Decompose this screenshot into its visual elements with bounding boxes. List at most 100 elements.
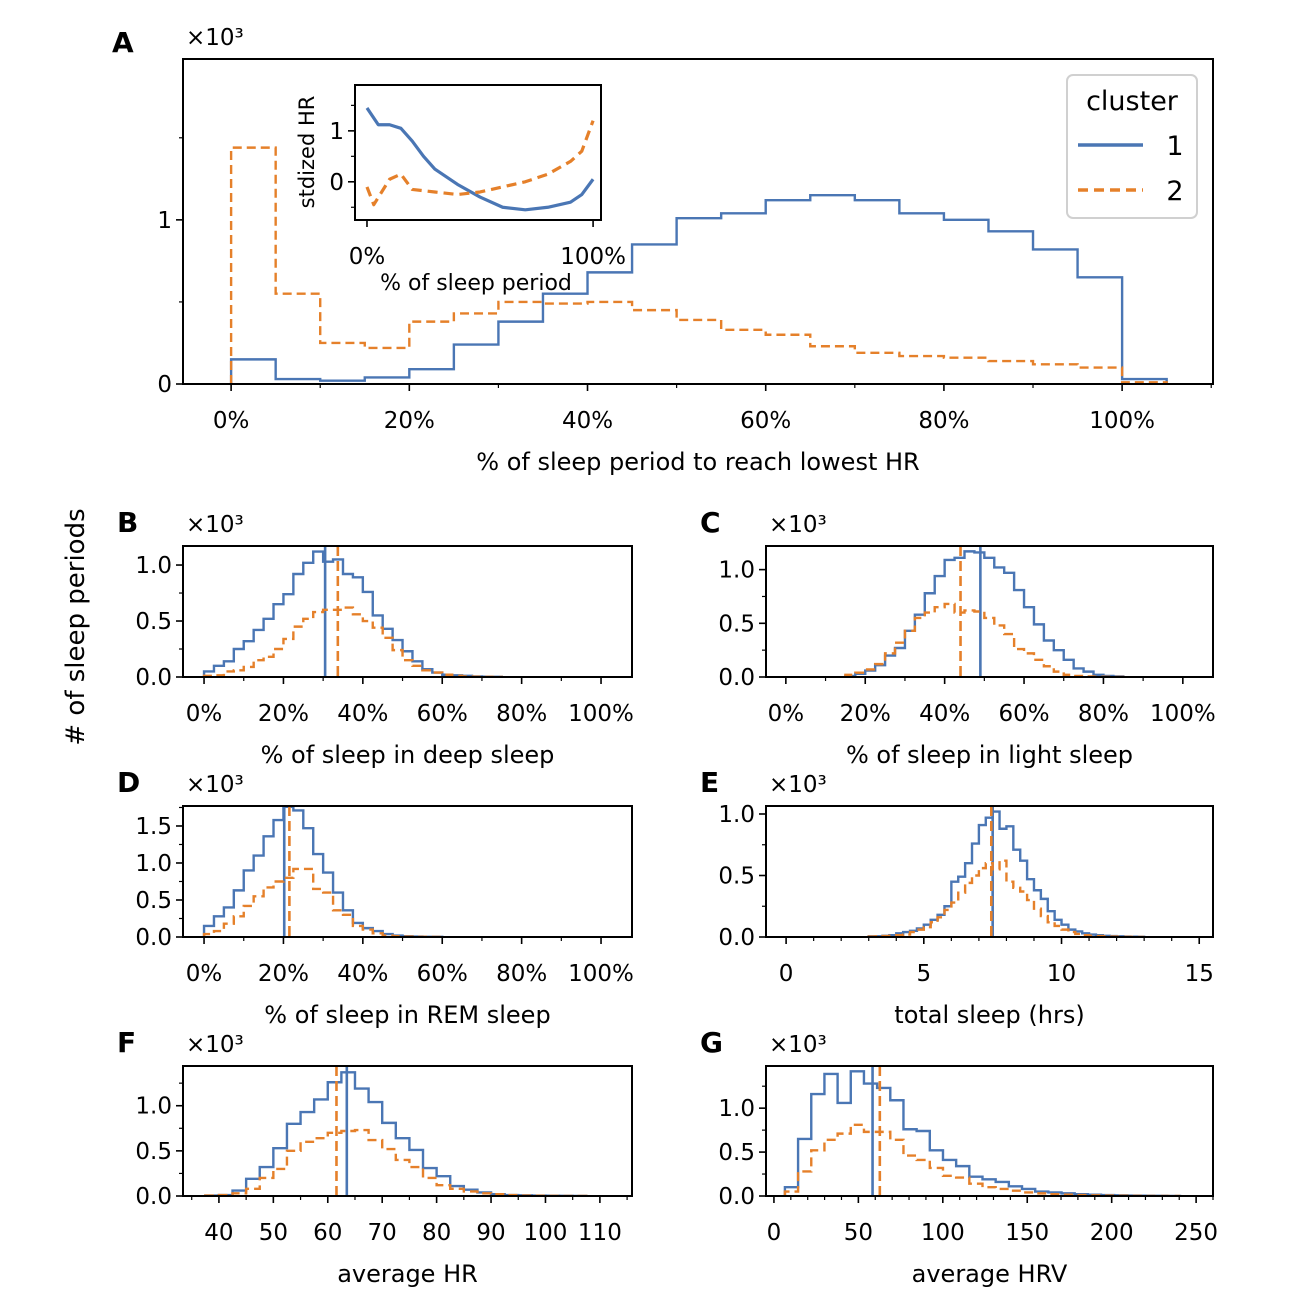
- legend-title: cluster: [1086, 86, 1179, 117]
- shared-y-axis-label: # of sleep periods: [61, 508, 91, 745]
- plot-area: [183, 806, 632, 937]
- y-tick-label: 1.5: [135, 814, 172, 840]
- x-axis-label: % of sleep in deep sleep: [261, 741, 555, 769]
- axes-frame: [765, 1065, 1214, 1197]
- y-scale-multiplier: ×10³: [769, 772, 827, 798]
- x-tick-label: 80: [422, 1220, 451, 1246]
- x-tick-label: 0: [767, 1220, 782, 1246]
- y-tick-label: 0.5: [135, 609, 172, 635]
- panel-a: 0% 20% 40% 60% 80% 100%01A ×10³% of sleep peri…: [112, 25, 1214, 476]
- panel-letter: D: [117, 766, 140, 799]
- x-tick-label: 20%: [258, 961, 309, 987]
- x-tick-label: 40%: [337, 961, 388, 987]
- x-tick-label: 20%: [258, 701, 309, 727]
- inset-x-axis-label: % of sleep period: [380, 271, 572, 296]
- plot-area: [183, 1066, 632, 1196]
- histogram-cluster-2: [204, 1128, 588, 1196]
- x-tick-label: 5: [916, 961, 931, 987]
- y-tick-label: 1.0: [718, 802, 755, 828]
- inset-plot: 0% 100% 0 1 % of sleep period stdized HR: [295, 84, 626, 296]
- y-scale-multiplier: ×10³: [769, 1032, 827, 1058]
- x-tick-label: 60%: [998, 701, 1049, 727]
- y-tick-label: 0.0: [718, 1184, 755, 1210]
- panel-b: 0% 20% 40% 60% 80% 100% 0.0 0.5 1.0 B ×10³ % of sle…: [117, 506, 634, 769]
- x-tick-label: 80%: [496, 961, 547, 987]
- panel-e: 0 5 10 15 0.0 0.5 1.0 E ×10³ total sleep (hrs): [700, 766, 1214, 1029]
- panel-f: 40 50 60 70 80 90 100 110 0.0 0.5 1.0 F ×10³ average …: [117, 1026, 633, 1288]
- legend-label: 2: [1166, 176, 1183, 207]
- histogram-cluster-2: [867, 859, 1145, 937]
- axes-frame: [182, 1065, 633, 1197]
- x-axis-label: total sleep (hrs): [894, 1001, 1084, 1029]
- x-tick-label: 15: [1185, 961, 1214, 987]
- x-tick-label: 110: [578, 1220, 622, 1246]
- panels: 0% 20% 40% 60% 80% 100%01A ×10³% of sleep peri…: [112, 25, 1218, 1288]
- x-tick-label: 80%: [496, 701, 547, 727]
- histogram-cluster-1: [844, 550, 1125, 677]
- x-tick-label: 100%: [568, 701, 634, 727]
- axes-frame: [765, 805, 1214, 938]
- axes-frame: [765, 545, 1214, 678]
- x-tick-label: 0%: [186, 961, 223, 987]
- x-tick-label: 40%: [562, 408, 613, 434]
- inset-line-cluster-1: [365, 107, 595, 212]
- x-tick-label: 10: [1047, 961, 1076, 987]
- y-tick-label: 1: [157, 208, 172, 234]
- x-tick-label: 90: [476, 1220, 505, 1246]
- inset-frame: [354, 84, 602, 221]
- y-tick-label: 0: [329, 170, 344, 196]
- x-tick-label: 100%: [1089, 408, 1155, 434]
- panel-letter: E: [700, 766, 719, 799]
- x-axis-label: % of sleep in REM sleep: [264, 1001, 550, 1029]
- x-tick-label: 20%: [840, 701, 891, 727]
- y-tick-label: 0.0: [135, 665, 172, 691]
- plot-area: [766, 546, 1213, 677]
- inset-plot-area: [355, 85, 601, 220]
- x-tick-label: 0%: [186, 701, 223, 727]
- panel-letter: C: [700, 506, 721, 539]
- x-tick-label: 100%: [568, 961, 634, 987]
- y-tick-label: 0.5: [135, 888, 172, 914]
- y-scale-multiplier: ×10³: [186, 1032, 244, 1058]
- y-tick-label: 0: [157, 372, 172, 398]
- y-tick-label: 0.5: [718, 863, 755, 889]
- histogram-cluster-2: [844, 602, 1125, 677]
- x-tick-label: 60%: [417, 701, 468, 727]
- x-tick-label: 0%: [349, 244, 386, 270]
- inset-line-cluster-2: [365, 120, 595, 207]
- x-tick-label: 40%: [919, 701, 970, 727]
- y-tick-label: 0.5: [718, 611, 755, 637]
- y-tick-label: 1.0: [135, 851, 172, 877]
- panel-c: 0% 20% 40% 60% 80% 100% 0.0 0.5 1.0 C ×10³ % of sle…: [700, 506, 1216, 769]
- plot-area: [183, 59, 1213, 384]
- y-tick-label: 1.0: [718, 1096, 755, 1122]
- axes-frame: [182, 58, 1214, 385]
- x-tick-label: 80%: [918, 408, 969, 434]
- y-tick-label: 1.0: [135, 553, 172, 579]
- inset-y-axis-label: stdized HR: [295, 96, 319, 209]
- y-tick-label: 0.0: [718, 925, 755, 951]
- y-tick-label: 0.5: [718, 1140, 755, 1166]
- panel-letter: B: [117, 506, 138, 539]
- x-tick-label: 40%: [337, 701, 388, 727]
- panel-letter: G: [700, 1026, 723, 1059]
- x-tick-label: 50: [259, 1220, 288, 1246]
- x-tick-label: 80%: [1078, 701, 1129, 727]
- y-tick-label: 1.0: [718, 558, 755, 584]
- axes-frame: [182, 545, 633, 678]
- x-tick-label: 100%: [1150, 701, 1216, 727]
- plot-area: [766, 1066, 1213, 1196]
- x-tick-label: 250: [1174, 1220, 1218, 1246]
- panel-g: 0 50 100 150 200 250 0.0 0.5 1.0 G ×10³ average HRV: [700, 1026, 1218, 1288]
- axes-frame: [182, 805, 633, 938]
- panel-letter: A: [112, 26, 134, 59]
- x-tick-label: 100: [921, 1220, 965, 1246]
- histogram-cluster-2: [202, 606, 503, 677]
- y-scale-multiplier: ×10³: [769, 512, 827, 538]
- x-tick-label: 60: [313, 1220, 342, 1246]
- x-tick-label: 200: [1090, 1220, 1134, 1246]
- x-tick-label: 70: [368, 1220, 397, 1246]
- histogram-cluster-2: [229, 146, 1168, 384]
- x-tick-label: 150: [1005, 1220, 1049, 1246]
